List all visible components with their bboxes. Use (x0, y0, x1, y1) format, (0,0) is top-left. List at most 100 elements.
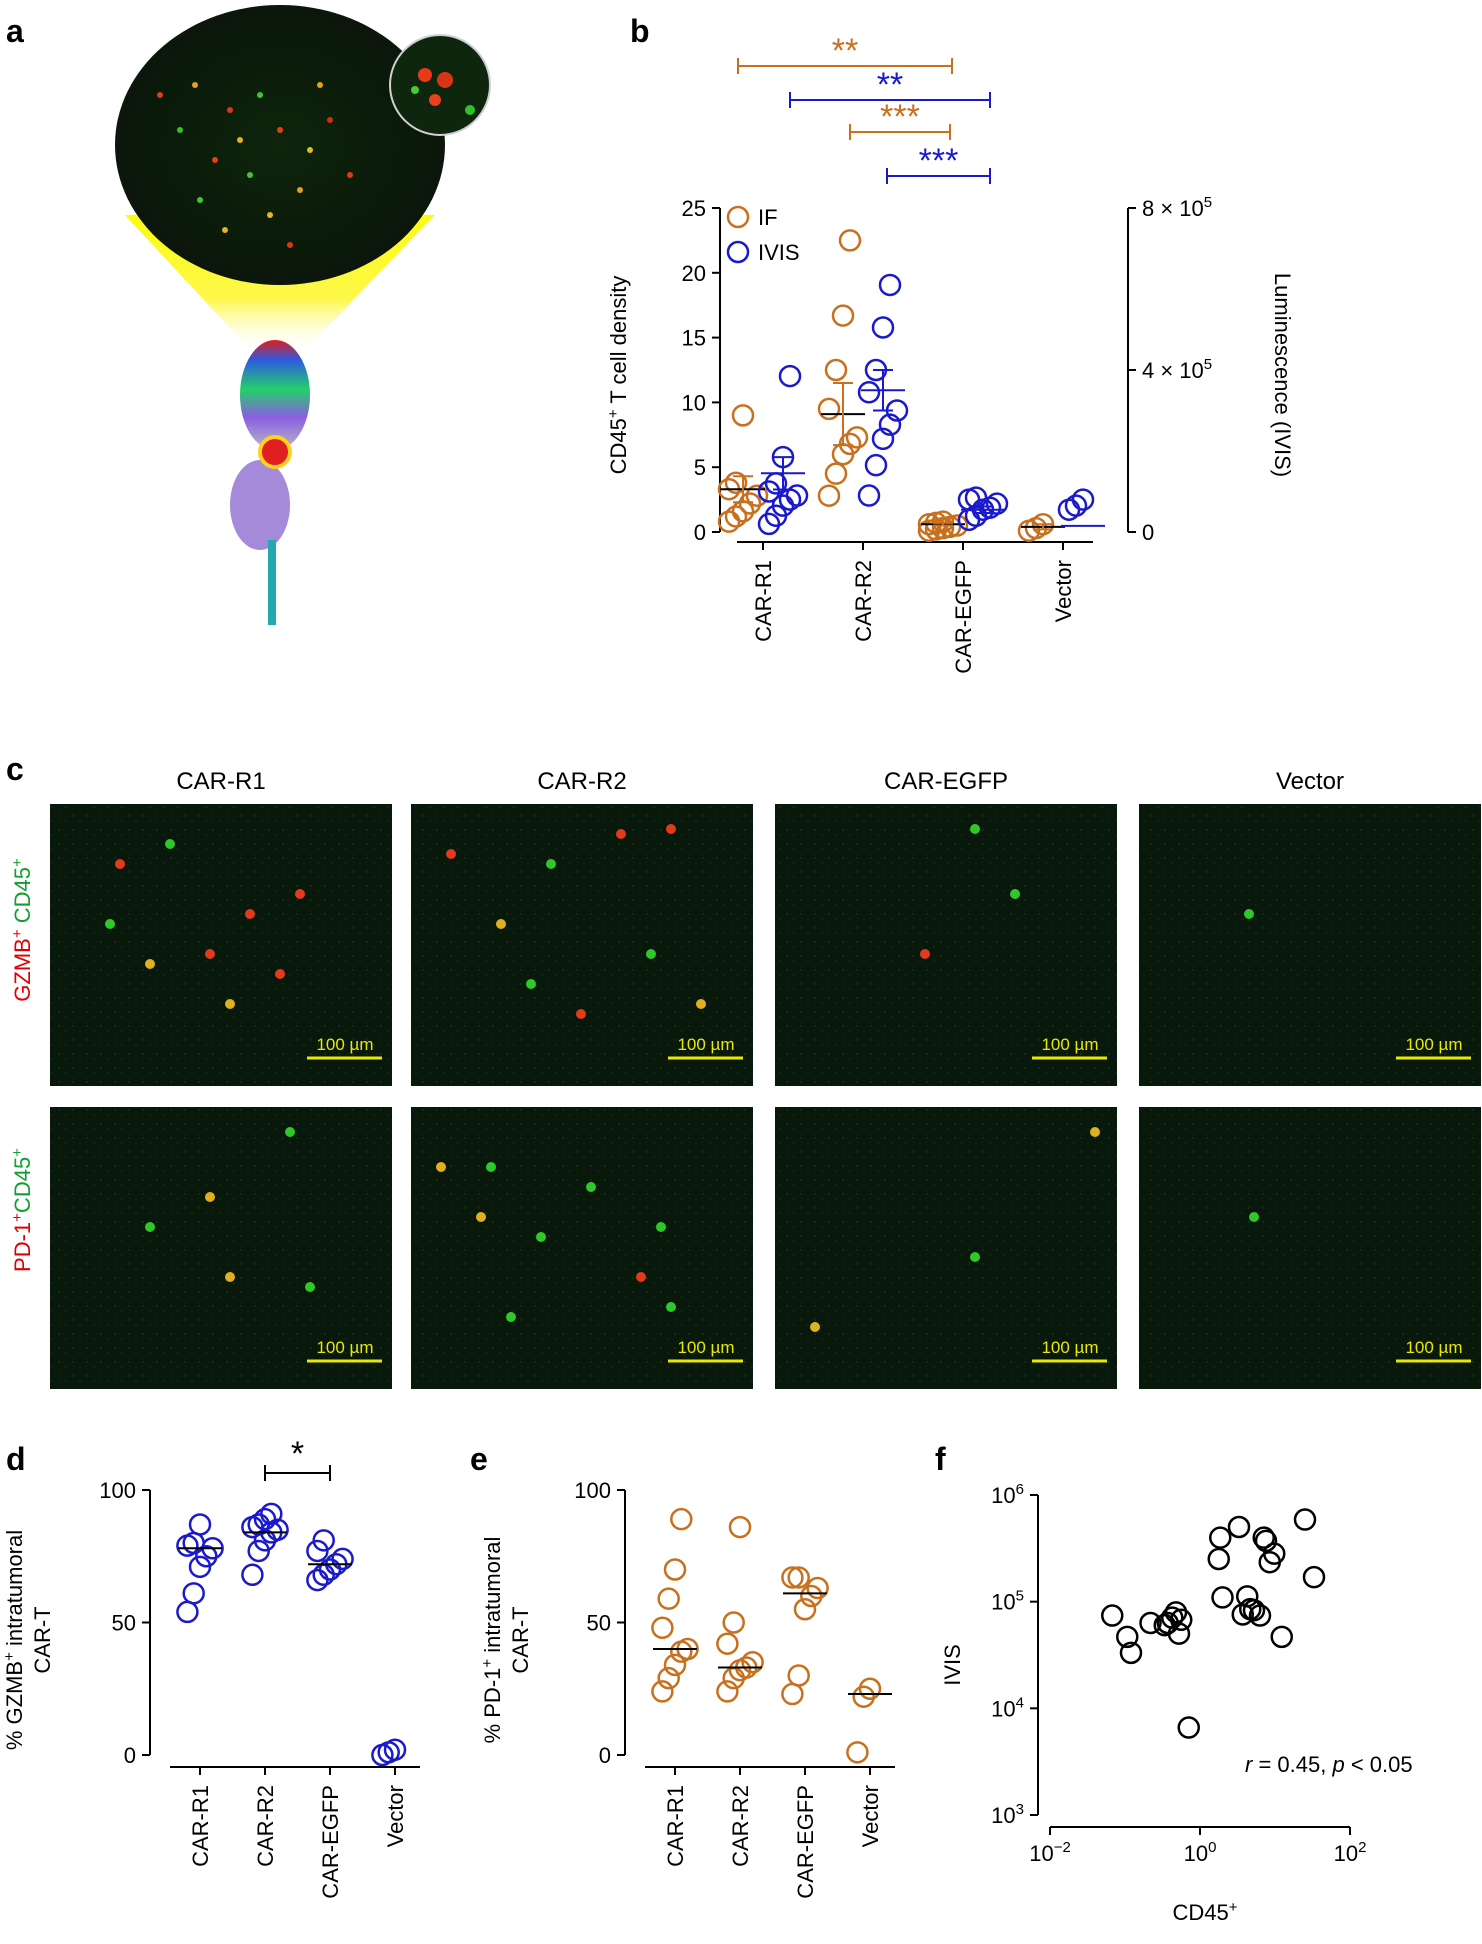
f-point (1167, 1622, 1191, 1645)
chart-e-point (716, 1632, 739, 1655)
cell-signal (970, 1252, 980, 1262)
cell-signal (205, 1192, 215, 1202)
f-point (1101, 1604, 1124, 1627)
b-point-if (824, 462, 848, 485)
b-point-ivis (878, 273, 902, 297)
f-point (1209, 1526, 1232, 1549)
scale-bar-label: 100 µm (677, 1035, 734, 1054)
panel-letter-d: d (6, 1441, 26, 1477)
b-point-ivis (1071, 488, 1095, 511)
chart-d-point (188, 1513, 212, 1536)
cell-signal (536, 1232, 546, 1242)
chart-e-point (651, 1680, 674, 1703)
b-legend-ivis-marker (726, 240, 750, 264)
chart-e-point (793, 1598, 817, 1621)
chart-d-sig-label: * (291, 1435, 304, 1473)
tissue-plate (115, 5, 445, 285)
b-point-ivis (878, 413, 902, 436)
b-point-ivis (785, 484, 809, 507)
cell-signal (506, 1312, 516, 1322)
c-row2-label: PD-1+CD45+ (9, 1148, 35, 1272)
chart-e-point (657, 1666, 680, 1690)
cell-signal (225, 999, 235, 1009)
b-point-if (824, 358, 848, 382)
f-point (1293, 1508, 1317, 1531)
chart-e-point (787, 1566, 810, 1589)
b-point-if (845, 426, 869, 449)
chart-e-xtick-label: CAR-R1 (663, 1785, 688, 1867)
chart-d-point (176, 1600, 199, 1624)
f-ytick-label: 104 (991, 1694, 1024, 1721)
chart-e-xtick-label: CAR-R2 (728, 1785, 753, 1867)
chart-d-point (312, 1563, 335, 1587)
micrograph-background (411, 1107, 753, 1389)
scale-bar-label: 100 µm (1405, 1338, 1462, 1357)
f-xtick-label: 10−2 (1029, 1839, 1071, 1866)
b-legend-if-marker (726, 205, 750, 229)
c-column-header: CAR-R2 (537, 768, 626, 795)
cell-signal (285, 1127, 295, 1137)
cell-signal (496, 919, 506, 929)
chart-d-point (182, 1531, 205, 1555)
cell-signal (526, 979, 536, 989)
chart-e-point (846, 1741, 869, 1764)
scale-bar-label: 100 µm (316, 1035, 373, 1054)
chart-e-point (728, 1515, 752, 1539)
c-column-header: CAR-R1 (176, 768, 265, 795)
f-point (1270, 1625, 1293, 1649)
b-point-if (831, 304, 855, 327)
f-ytick-label: 106 (991, 1481, 1024, 1508)
cell-signal (205, 949, 215, 959)
chart-d-xtick-label: CAR-R1 (188, 1785, 213, 1867)
d-ylabel-line2: CAR-T (30, 1606, 55, 1673)
b-ytick-label: 20 (682, 261, 706, 286)
f-point (1211, 1586, 1234, 1609)
chart-d-ytick-label: 0 (124, 1743, 136, 1768)
chart-e-xtick-label: Vector (858, 1785, 883, 1847)
b-point-ivis (757, 512, 781, 536)
cell-signal (666, 824, 676, 834)
e-ylabel-line2: CAR-T (508, 1606, 533, 1673)
f-point (1236, 1585, 1259, 1608)
f-ytick-label: 103 (991, 1801, 1024, 1828)
f-point (1177, 1716, 1200, 1739)
cell-signal (275, 969, 285, 979)
cell-signal (646, 949, 656, 959)
scale-bar-label: 100 µm (1405, 1035, 1462, 1054)
cell-signal (546, 859, 556, 869)
chart-d-ytick-label: 100 (99, 1478, 136, 1503)
b-sig-label: ** (832, 32, 858, 70)
micrograph-background (50, 1107, 392, 1389)
chart-e-ytick-label: 50 (587, 1611, 611, 1636)
chart-d-point (260, 1502, 283, 1526)
micrograph-background (775, 804, 1117, 1086)
cell-signal (165, 839, 175, 849)
cell-signal (666, 1302, 676, 1312)
b-sig-label: *** (880, 98, 920, 136)
f-ylabel: IVIS (940, 1644, 965, 1686)
cell-signal (1249, 1212, 1259, 1222)
cell-signal (305, 1282, 315, 1292)
chart-d-point (383, 1738, 407, 1761)
cell-signal (446, 849, 456, 859)
chart-e-point (781, 1682, 804, 1706)
b-point-if (717, 510, 741, 533)
mouse-ivis-image (230, 340, 310, 625)
scale-bar-label: 100 µm (1041, 1338, 1098, 1357)
b-point-ivis (1064, 494, 1088, 517)
chart-d-point (195, 1545, 218, 1568)
panel-letter-a: a (6, 13, 24, 49)
chart-e-point (663, 1558, 687, 1581)
b-xtick-label: Vector (1051, 560, 1076, 622)
b-point-ivis (778, 364, 802, 388)
chart-b: CD45+ T cell density Luminescence (IVIS)… (605, 32, 1295, 674)
chart-e-ytick-label: 0 (599, 1743, 611, 1768)
panel-a-illustration (115, 5, 491, 625)
f-point (1170, 1608, 1193, 1632)
chart-e-point (852, 1685, 875, 1708)
b-point-if (724, 471, 748, 495)
tumor-signal (258, 435, 292, 469)
micrograph-r1-vector: 100 µm (1139, 804, 1481, 1086)
f-point (1227, 1515, 1251, 1539)
